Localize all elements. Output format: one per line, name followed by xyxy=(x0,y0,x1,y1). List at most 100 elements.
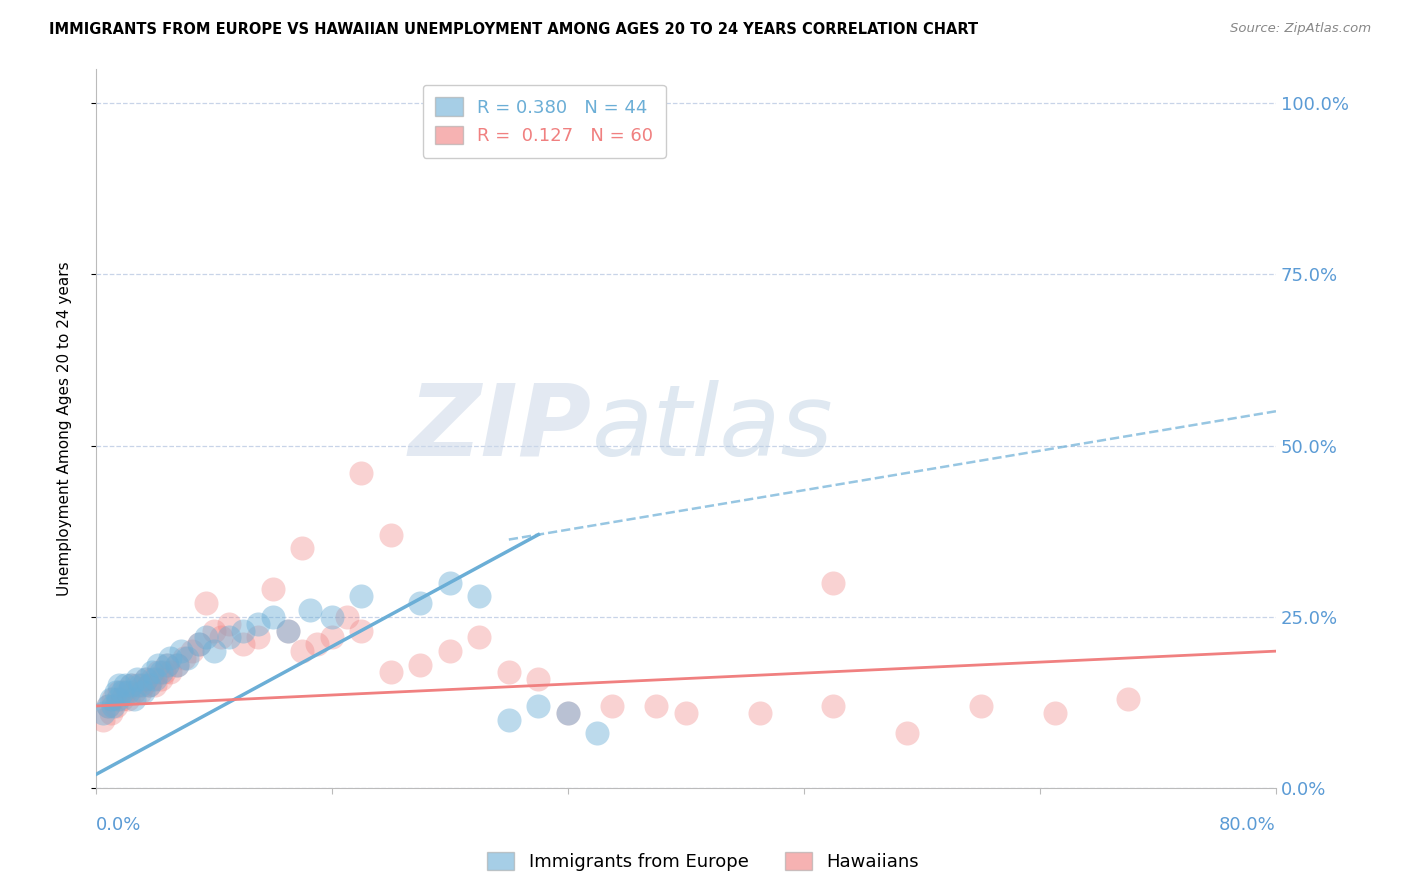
Point xyxy=(409,657,432,672)
Point xyxy=(439,575,461,590)
Point xyxy=(127,672,149,686)
Point xyxy=(149,665,172,679)
Point xyxy=(114,678,136,692)
Point xyxy=(105,698,128,713)
Point xyxy=(675,706,697,720)
Point xyxy=(527,698,550,713)
Point xyxy=(127,678,149,692)
Point xyxy=(468,631,491,645)
Point xyxy=(152,665,174,679)
Point xyxy=(586,726,609,740)
Point xyxy=(155,657,177,672)
Point xyxy=(180,644,202,658)
Point xyxy=(135,672,157,686)
Point xyxy=(91,713,114,727)
Point xyxy=(557,706,579,720)
Point xyxy=(143,678,166,692)
Point xyxy=(380,527,402,541)
Point xyxy=(218,631,240,645)
Point xyxy=(176,651,198,665)
Point xyxy=(262,610,284,624)
Point xyxy=(321,631,343,645)
Point xyxy=(138,678,160,692)
Point xyxy=(155,657,177,672)
Point xyxy=(247,631,270,645)
Point xyxy=(129,685,152,699)
Text: IMMIGRANTS FROM EUROPE VS HAWAIIAN UNEMPLOYMENT AMONG AGES 20 TO 24 YEARS CORREL: IMMIGRANTS FROM EUROPE VS HAWAIIAN UNEMP… xyxy=(49,22,979,37)
Point xyxy=(111,692,134,706)
Point xyxy=(146,657,169,672)
Point xyxy=(439,644,461,658)
Point xyxy=(209,631,232,645)
Point xyxy=(557,706,579,720)
Point xyxy=(97,698,120,713)
Text: atlas: atlas xyxy=(592,380,834,477)
Point xyxy=(498,665,520,679)
Point xyxy=(108,685,131,699)
Point xyxy=(335,610,357,624)
Point xyxy=(527,672,550,686)
Point xyxy=(277,624,299,638)
Point xyxy=(247,616,270,631)
Point xyxy=(277,624,299,638)
Text: 80.0%: 80.0% xyxy=(1219,815,1277,834)
Point xyxy=(970,698,993,713)
Point xyxy=(409,596,432,610)
Point xyxy=(141,665,163,679)
Point xyxy=(122,685,145,699)
Text: 0.0%: 0.0% xyxy=(96,815,141,834)
Point xyxy=(159,665,181,679)
Point xyxy=(141,672,163,686)
Point xyxy=(380,665,402,679)
Point xyxy=(120,678,142,692)
Point xyxy=(120,678,142,692)
Point xyxy=(600,698,623,713)
Point xyxy=(166,657,188,672)
Point xyxy=(232,624,254,638)
Text: ZIP: ZIP xyxy=(409,380,592,477)
Point xyxy=(108,678,131,692)
Point xyxy=(138,678,160,692)
Point xyxy=(149,672,172,686)
Point xyxy=(166,657,188,672)
Point xyxy=(114,685,136,699)
Point xyxy=(823,698,845,713)
Point xyxy=(100,706,122,720)
Point xyxy=(188,637,211,651)
Point xyxy=(468,590,491,604)
Point xyxy=(97,698,120,713)
Point xyxy=(748,706,770,720)
Point xyxy=(202,644,225,658)
Point xyxy=(117,692,139,706)
Point xyxy=(291,644,314,658)
Point xyxy=(100,692,122,706)
Point xyxy=(321,610,343,624)
Point xyxy=(262,582,284,597)
Point xyxy=(170,644,193,658)
Text: Source: ZipAtlas.com: Source: ZipAtlas.com xyxy=(1230,22,1371,36)
Point xyxy=(143,672,166,686)
Point xyxy=(107,692,129,706)
Point xyxy=(103,698,125,713)
Point xyxy=(232,637,254,651)
Point xyxy=(135,672,157,686)
Point xyxy=(291,541,314,556)
Point xyxy=(132,685,155,699)
Point xyxy=(1043,706,1066,720)
Point xyxy=(218,616,240,631)
Point xyxy=(122,692,145,706)
Point xyxy=(202,624,225,638)
Point xyxy=(91,706,114,720)
Point xyxy=(195,596,218,610)
Point xyxy=(105,685,128,699)
Point xyxy=(1118,692,1140,706)
Point xyxy=(307,637,329,651)
Point xyxy=(195,631,218,645)
Point xyxy=(896,726,918,740)
Point xyxy=(132,678,155,692)
Point xyxy=(159,651,181,665)
Point xyxy=(173,651,195,665)
Point xyxy=(498,713,520,727)
Point xyxy=(350,466,373,480)
Point xyxy=(117,685,139,699)
